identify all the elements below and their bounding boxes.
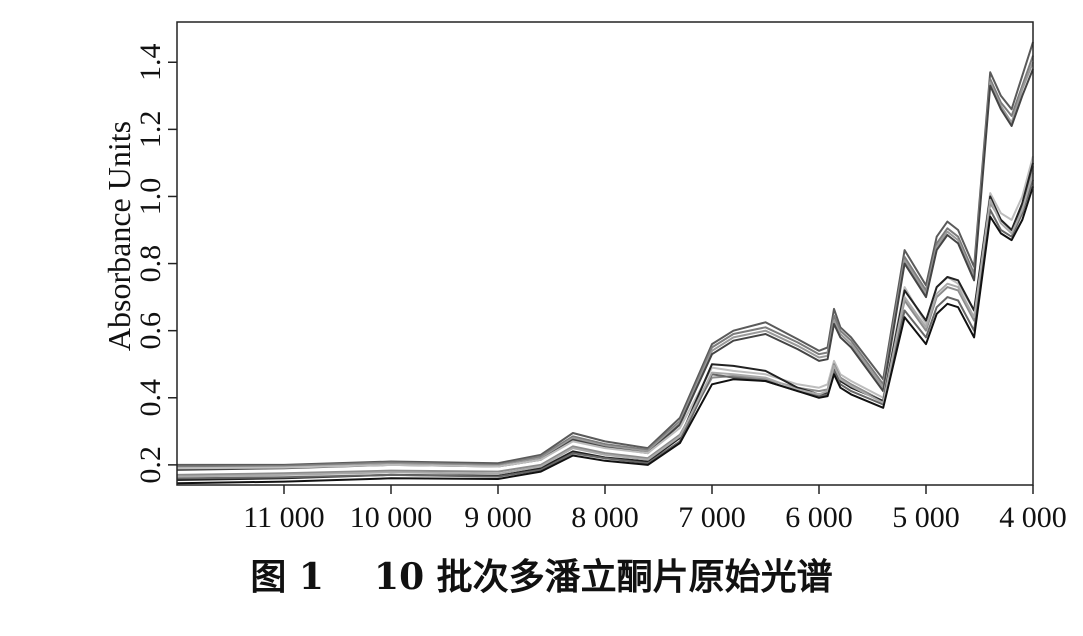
spectrum-line-10 [176,186,1034,485]
spectrum-line-8 [176,179,1034,480]
y-tick-label: 1.0 [134,178,167,216]
x-tick-label: 7 000 [678,501,746,534]
y-tick-label: 1.4 [134,44,167,82]
x-tick-label: 4 000 [999,501,1067,534]
x-tick-label: 8 000 [571,501,639,534]
x-tick-label: 5 000 [892,501,960,534]
series-layer [176,41,1034,485]
spectrum-chart: 11 000 10 000 9 000 8 000 7 000 6 000 5 000 4 0… [101,21,1067,534]
x-tick-label: 10 000 [350,501,433,534]
y-axis: 0.2 0.4 0.6 0.8 1.0 1.2 1.4 [134,44,177,484]
x-axis: 11 000 10 000 9 000 8 000 7 000 6 000 5 000 4 0… [243,485,1067,534]
figure-caption: 图 1 10 批次多潘立酮片原始光谱 [250,556,833,598]
y-tick-label: 0.8 [134,245,167,283]
y-tick-label: 0.6 [134,312,167,350]
x-tick-label: 6 000 [785,501,853,534]
y-tick-label: 0.4 [134,379,167,417]
x-tick-label: 11 000 [243,501,324,534]
spectrum-line-1 [177,41,1034,466]
y-tick-label: 1.2 [134,111,167,149]
spectrum-line-9 [176,172,1034,478]
y-axis-title: Absorbance Units [101,121,137,351]
y-tick-label: 0.2 [134,446,167,484]
x-tick-label: 9 000 [464,501,532,534]
spectrum-line-4 [176,68,1034,471]
